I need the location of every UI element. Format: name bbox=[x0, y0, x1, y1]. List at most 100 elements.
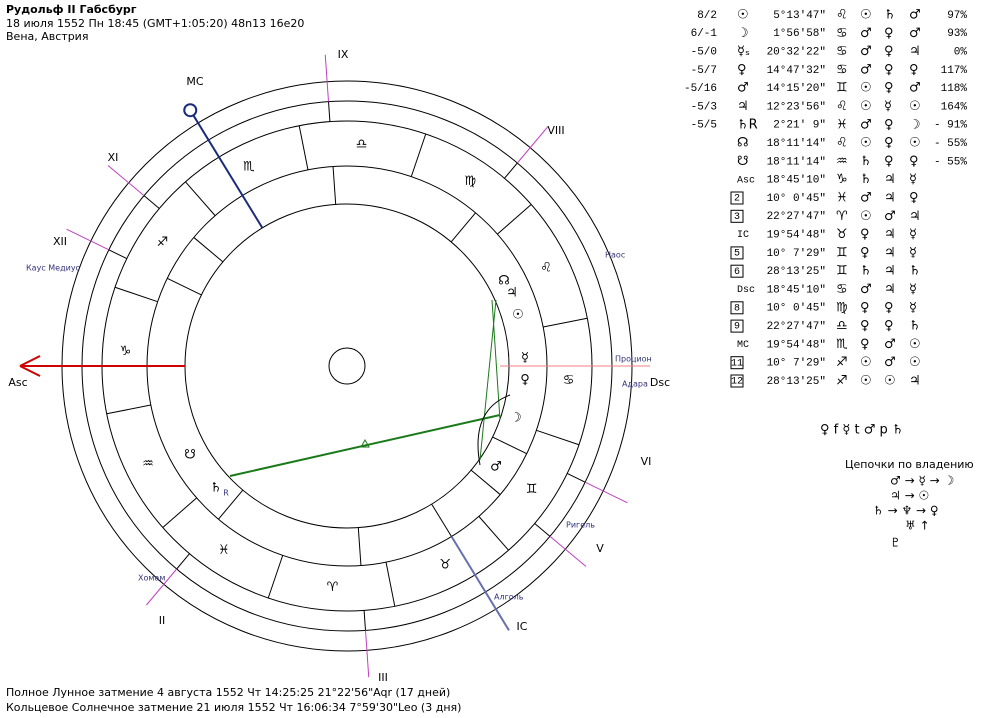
angle-label: Asc bbox=[8, 376, 27, 389]
planet-glyph: ♀ bbox=[520, 373, 530, 388]
cusp-label: 3 bbox=[734, 212, 740, 223]
table-cell: ☉ bbox=[860, 81, 872, 96]
ic-line bbox=[450, 536, 510, 631]
house-cusp-outer bbox=[324, 54, 330, 102]
table-cell: ♄ bbox=[909, 319, 921, 334]
table-cell: -5/16 bbox=[684, 83, 717, 95]
table-cell: ♀ bbox=[884, 319, 894, 334]
house-numeral: XI bbox=[108, 151, 119, 164]
wheel-ring bbox=[146, 165, 548, 567]
table-cell: - 91% bbox=[934, 120, 967, 132]
table-cell: ♀ bbox=[909, 154, 919, 169]
table-cell: ♂ bbox=[909, 8, 921, 23]
planet-glyph: ☊ bbox=[498, 274, 510, 289]
house-cusp bbox=[167, 277, 202, 296]
table-cell: ♀ bbox=[884, 300, 894, 315]
table-cell: ♂ bbox=[884, 355, 896, 370]
table-cell: ♄ bbox=[860, 154, 872, 169]
table-cell: 28°13'25" bbox=[767, 266, 826, 278]
house-cusp bbox=[363, 610, 366, 631]
table-cell: 18°45'10" bbox=[767, 175, 826, 187]
star-label: Хомам bbox=[138, 574, 165, 583]
house-cusp-outer bbox=[107, 165, 145, 197]
table-cell: ♂ bbox=[860, 117, 872, 132]
house-numeral: XII bbox=[53, 235, 67, 248]
mc-marker bbox=[183, 103, 198, 118]
house-cusp bbox=[176, 553, 190, 570]
mc-line bbox=[189, 109, 264, 229]
table-cell: ♀ bbox=[884, 136, 894, 151]
table-cell: 19°54'48" bbox=[767, 339, 826, 351]
sign-boundary bbox=[478, 516, 509, 551]
house-numeral: III bbox=[378, 671, 388, 684]
table-cell: ♋ bbox=[836, 26, 848, 41]
table-cell: 10° 0'45" bbox=[767, 193, 826, 205]
cusp-box bbox=[730, 356, 744, 370]
table-cell: 1°56'58" bbox=[773, 28, 826, 40]
table-cell: 93% bbox=[947, 28, 967, 40]
cusp-label: 2 bbox=[734, 194, 740, 205]
table-cell: ♂ bbox=[737, 81, 749, 96]
table-cell: ♃ bbox=[884, 282, 896, 297]
house-cusp bbox=[193, 237, 224, 263]
sign-glyph: ♏ bbox=[243, 159, 255, 174]
house-numeral: V bbox=[596, 542, 604, 555]
table-cell: ☉ bbox=[909, 136, 921, 151]
table-cell: ♀ bbox=[909, 62, 919, 77]
table-cell: 118% bbox=[941, 83, 968, 95]
dispositor-line: ♀ f ☿ t ♂ p ♄ bbox=[820, 423, 904, 438]
wheel-ring bbox=[328, 347, 366, 385]
planet-glyph: ♂ bbox=[490, 460, 502, 475]
table-cell: ♀ bbox=[860, 337, 870, 352]
table-cell: 10° 7'29" bbox=[767, 358, 826, 370]
sign-boundary bbox=[267, 555, 284, 599]
details: 18 июля 1552 Пн 18:45 (GMT+1:05:20) 48n1… bbox=[6, 17, 304, 30]
star-label: Алголь bbox=[494, 593, 524, 602]
table-cell: ♀ bbox=[860, 319, 870, 334]
table-cell: ♀ bbox=[860, 227, 870, 242]
table-cell: ♄ bbox=[909, 264, 921, 279]
table-cell: ♋ bbox=[836, 62, 848, 77]
table-cell: ♄ bbox=[860, 172, 872, 187]
sign-glyph: ♈ bbox=[327, 580, 339, 595]
table-cell: 14°15'20" bbox=[767, 83, 826, 95]
table-cell: ♀ bbox=[884, 154, 894, 169]
sign-glyph: ♍ bbox=[465, 174, 477, 189]
sign-glyph: ♋ bbox=[563, 373, 575, 388]
table-cell: 14°47'32" bbox=[767, 65, 826, 77]
wheel-ring bbox=[184, 203, 510, 529]
table-cell: 117% bbox=[941, 65, 968, 77]
aspect-line bbox=[491, 299, 501, 421]
sign-boundary bbox=[543, 317, 588, 328]
table-cell: ♃ bbox=[884, 227, 896, 242]
footer-line: Кольцевое Солнечное затмение 21 июля 155… bbox=[6, 701, 461, 714]
table-cell: 164% bbox=[941, 101, 968, 113]
table-cell: ♒ bbox=[836, 154, 848, 169]
table-cell: ♉ bbox=[836, 227, 848, 242]
table-cell: ♓ bbox=[836, 117, 848, 132]
cusp-label: 5 bbox=[734, 249, 740, 260]
table-cell: 5°13'47" bbox=[773, 10, 826, 22]
cusp-label: 6 bbox=[734, 267, 740, 278]
table-cell: 22°27'47" bbox=[767, 321, 826, 333]
house-cusp bbox=[492, 436, 527, 455]
table-cell: -5/0 bbox=[691, 47, 717, 59]
table-cell: ♀ bbox=[909, 191, 919, 206]
house-numeral: VIII bbox=[547, 124, 564, 137]
table-cell: ☉ bbox=[860, 136, 872, 151]
table-cell: 28°13'25" bbox=[767, 376, 826, 388]
table-cell: ♃ bbox=[909, 209, 921, 224]
table-cell: ♀ bbox=[884, 26, 894, 41]
house-cusp bbox=[332, 166, 337, 205]
planet-glyph: ♃ bbox=[506, 286, 518, 301]
planet-glyph: ☋ bbox=[184, 448, 196, 463]
table-cell: ♍ bbox=[836, 300, 848, 315]
angle-label: MC bbox=[186, 75, 203, 88]
chain: ♃ → ☉ bbox=[890, 489, 929, 503]
table-cell: -5/3 bbox=[691, 101, 717, 113]
house-cusp bbox=[534, 523, 551, 537]
sign-boundary bbox=[298, 125, 309, 170]
table-cell: 22°27'47" bbox=[767, 211, 826, 223]
table-cell: ♃ bbox=[737, 99, 749, 114]
